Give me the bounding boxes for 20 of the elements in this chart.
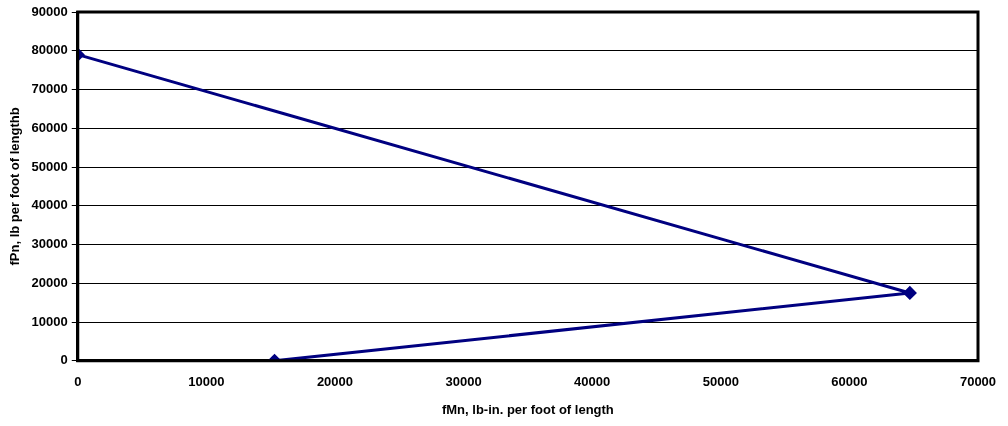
- y-tick-label: 80000: [31, 42, 68, 58]
- x-tick-label: 60000: [831, 374, 868, 390]
- y-tick-label: 70000: [31, 81, 68, 97]
- y-tick-label: 0: [60, 352, 68, 368]
- y-tick-label: 90000: [31, 3, 68, 19]
- x-tick-label: 30000: [445, 374, 482, 390]
- x-tick-label: 40000: [574, 374, 611, 390]
- y-tick-label: 40000: [31, 197, 68, 213]
- x-tick-label: 10000: [188, 374, 225, 390]
- x-tick-label: 20000: [316, 374, 354, 390]
- x-tick-label: 50000: [702, 374, 739, 390]
- y-axis-title: fPn, lb per foot of lengthb: [7, 107, 23, 266]
- y-tick-label: 60000: [31, 119, 68, 135]
- x-tick-label: 70000: [959, 374, 997, 390]
- y-tick-label: 30000: [31, 236, 68, 252]
- x-axis-title: fMn, lb-in. per foot of length: [441, 401, 614, 417]
- y-tick-label: 10000: [31, 313, 68, 329]
- y-tick-label: 20000: [31, 274, 68, 290]
- x-tick-label: 0: [74, 374, 82, 390]
- y-tick-label: 50000: [31, 158, 68, 174]
